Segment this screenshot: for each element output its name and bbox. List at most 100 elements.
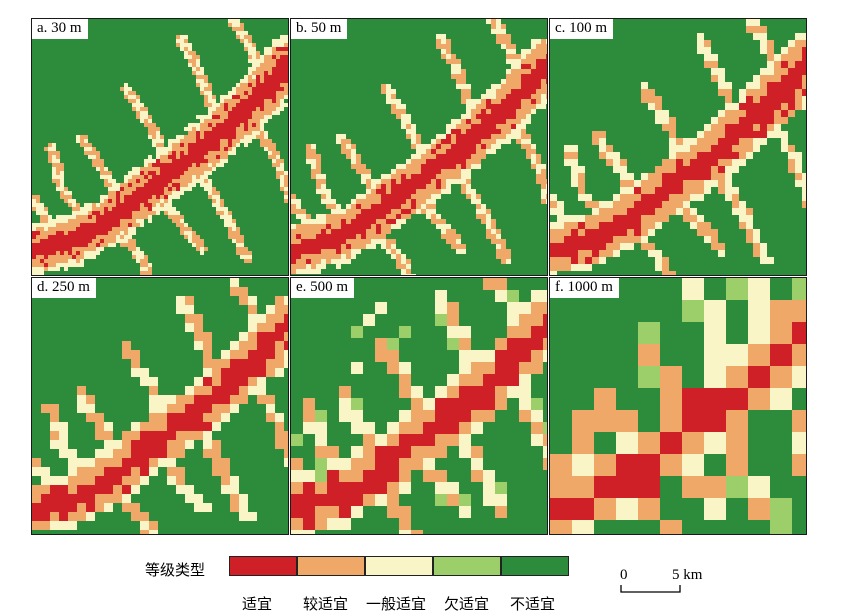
raster-cell <box>391 169 396 174</box>
raster-cell <box>50 440 59 449</box>
raster-cell <box>176 39 180 43</box>
raster-cell <box>704 47 711 54</box>
raster-cell <box>746 229 753 236</box>
raster-cell <box>638 322 660 344</box>
raster-cell <box>311 229 316 234</box>
raster-cell <box>341 144 346 149</box>
raster-cell <box>44 211 48 215</box>
raster-cell <box>496 129 501 134</box>
raster-cell <box>276 95 280 99</box>
raster-cell <box>280 159 284 163</box>
raster-cell <box>704 366 726 388</box>
raster-cell <box>224 115 228 119</box>
raster-cell <box>381 179 386 184</box>
raster-cell <box>406 184 411 189</box>
raster-cell <box>476 134 481 139</box>
raster-cell <box>40 243 44 247</box>
raster-cell <box>346 209 351 214</box>
raster-cell <box>655 201 662 208</box>
raster-cell <box>495 506 507 518</box>
raster-cell <box>481 119 486 124</box>
raster-cell <box>550 498 572 520</box>
raster-cell <box>441 159 446 164</box>
raster-cell <box>204 75 208 79</box>
raster-cell <box>200 175 204 179</box>
raster-cell <box>248 341 257 350</box>
raster-cell <box>481 209 486 214</box>
raster-cell <box>331 209 336 214</box>
raster-cell <box>56 267 60 271</box>
raster-cell <box>306 214 311 219</box>
raster-cell <box>697 173 704 180</box>
raster-cell <box>144 115 148 119</box>
raster-cell <box>451 124 456 129</box>
raster-cell <box>381 204 386 209</box>
raster-cell <box>80 223 84 227</box>
raster-cell <box>441 164 446 169</box>
raster-cell <box>264 135 268 139</box>
raster-cell <box>152 143 156 147</box>
raster-cell <box>156 139 160 143</box>
raster-cell <box>95 449 104 458</box>
raster-cell <box>641 96 648 103</box>
raster-cell <box>44 219 48 223</box>
raster-cell <box>321 184 326 189</box>
raster-cell <box>41 512 50 521</box>
raster-cell <box>396 184 401 189</box>
raster-cell <box>306 149 311 154</box>
raster-cell <box>531 64 536 69</box>
raster-cell <box>96 203 100 207</box>
raster-cell <box>176 135 180 139</box>
raster-cell <box>456 59 461 64</box>
raster-cell <box>192 147 196 151</box>
raster-cell <box>301 239 306 244</box>
raster-cell <box>208 107 212 111</box>
raster-cell <box>476 129 481 134</box>
raster-cell <box>248 305 257 314</box>
raster-cell <box>272 143 276 147</box>
raster-cell <box>280 47 284 51</box>
raster-cell <box>541 179 546 184</box>
raster-cell <box>311 219 316 224</box>
raster-cell <box>232 219 236 223</box>
raster-cell <box>260 135 264 139</box>
raster-cell <box>326 214 331 219</box>
raster-cell <box>739 152 746 159</box>
raster-cell <box>148 171 152 175</box>
raster-cell <box>128 219 132 223</box>
raster-cell <box>781 47 788 54</box>
legend-swatch-unsuitable <box>501 556 569 576</box>
raster-cell <box>531 362 543 374</box>
raster-cell <box>140 255 144 259</box>
raster-cell <box>196 63 200 67</box>
raster-cell <box>275 350 284 359</box>
raster-cell <box>491 129 496 134</box>
raster-cell <box>526 114 531 119</box>
map-panel-c: c. 100 m <box>549 18 807 276</box>
raster-cell <box>483 374 495 386</box>
raster-cell <box>351 229 356 234</box>
raster-cell <box>792 322 806 344</box>
raster-cell <box>104 458 113 467</box>
raster-cell <box>172 143 176 147</box>
raster-cell <box>760 124 767 131</box>
raster-cell <box>268 51 272 55</box>
raster-cell <box>221 413 230 422</box>
raster-cell <box>131 485 140 494</box>
raster-cell <box>447 386 459 398</box>
raster-cell <box>770 344 792 366</box>
raster-cell <box>306 254 311 259</box>
raster-cell <box>616 410 638 432</box>
raster-cell <box>148 159 152 163</box>
raster-cell <box>252 131 256 135</box>
raster-cell <box>381 229 386 234</box>
raster-cell <box>711 180 718 187</box>
raster-cell <box>641 180 648 187</box>
raster-cell <box>52 179 56 183</box>
raster-cell <box>52 267 56 271</box>
raster-cell <box>476 119 481 124</box>
raster-cell <box>221 359 230 368</box>
raster-cell <box>236 23 240 27</box>
raster-cell <box>321 244 326 249</box>
raster-cell <box>627 222 634 229</box>
